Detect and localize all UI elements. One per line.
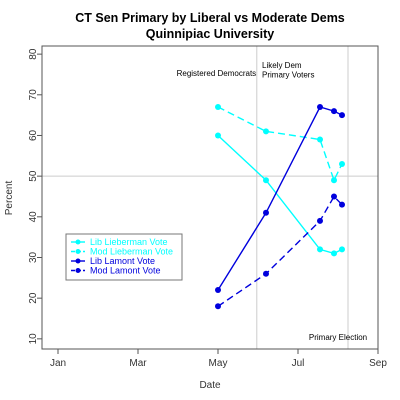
series-2-point-4 [339,112,345,119]
chart-subtitle: Quinnipiac University [146,27,275,41]
series-layer [215,104,345,310]
y-tick-label-1: 20 [28,292,39,304]
x-axis-label: Date [199,380,221,391]
series-2-point-2 [317,104,323,111]
legend-label-1: Mod Lieberman Vote [90,247,173,257]
series-0-point-0 [215,132,221,139]
series-2 [215,104,345,294]
legend-label-0: Lib Lieberman Vote [90,237,168,247]
y-tick-label-2: 30 [28,251,39,263]
series-2-point-0 [215,287,221,294]
x-tick-label-1: Mar [129,358,147,369]
y-tick-label-5: 60 [28,129,39,141]
series-3-point-3 [331,193,337,200]
series-3 [215,193,345,310]
series-0-point-4 [339,246,345,253]
reference-vertical-lines [256,46,349,349]
series-0-point-1 [263,177,269,184]
plot-frame [41,45,379,350]
series-line-0 [217,134,343,255]
y-tick-label-3: 40 [28,211,39,223]
series-2-point-1 [263,209,269,216]
series-3-point-4 [339,201,345,208]
series-1-point-1 [263,128,269,135]
y-tick-label-6: 70 [28,89,39,101]
series-2-point-3 [331,108,337,115]
annotation-2: Primary Voters [262,71,314,80]
legend-label-2: Lib Lamont Vote [90,256,155,266]
series-3-point-1 [263,270,269,277]
series-line-1 [217,106,343,183]
legend-marker-2 [75,258,81,264]
x-tick-label-4: Sep [369,358,387,369]
series-0-point-2 [317,246,323,253]
legend-marker-0 [75,239,81,245]
y-axis: 10 20 30 40 50 60 70 80 [28,48,43,345]
y-tick-label-0: 10 [28,333,39,345]
series-1-point-2 [317,136,323,143]
annotation-3: Primary Election [309,333,367,342]
x-tick-label-0: Jan [50,358,66,369]
x-tick-label-2: May [209,358,228,369]
series-line-3 [217,195,343,307]
y-tick-label-4: 50 [28,170,39,182]
legend-marker-1 [75,249,81,254]
y-tick-label-7: 80 [28,48,39,60]
x-axis: Jan Mar May Jul Sep [50,348,387,369]
x-tick-label-3: Jul [292,358,305,369]
series-1-point-0 [215,104,221,111]
annotation-0: Registered Democrats [177,69,257,78]
legend-marker-3 [75,268,81,273]
series-3-point-2 [317,217,323,224]
annotation-1: Likely Dem [262,61,302,70]
series-1-point-3 [331,177,337,184]
series-3-point-0 [215,303,221,310]
series-1-point-4 [339,160,345,167]
legend-box [65,233,183,281]
series-1 [215,104,345,184]
series-0-point-3 [331,250,337,257]
y-axis-label: Percent [4,181,15,216]
series-0 [215,132,345,257]
chart-title: CT Sen Primary by Liberal vs Moderate De… [75,11,345,25]
legend-label-3: Mod Lamont Vote [90,266,161,276]
